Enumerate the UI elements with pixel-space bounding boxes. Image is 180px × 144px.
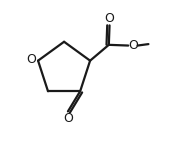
Text: O: O [27, 53, 37, 66]
Text: O: O [128, 39, 138, 52]
Text: O: O [63, 112, 73, 125]
Text: O: O [105, 12, 114, 25]
